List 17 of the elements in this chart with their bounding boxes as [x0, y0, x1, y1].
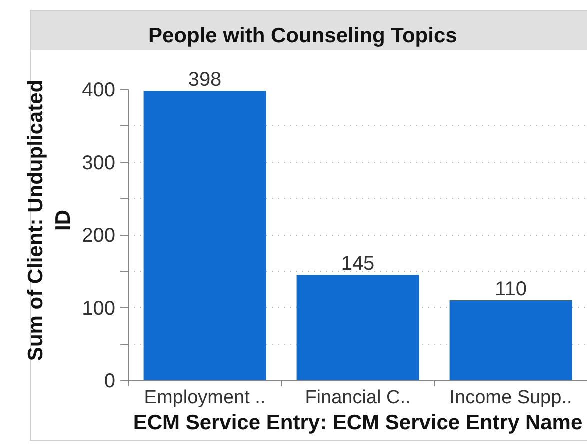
- x-tick-label: Income Supp..: [450, 388, 572, 408]
- bar: [450, 300, 572, 380]
- y-tick-label: 200: [82, 225, 116, 248]
- x-tick-label: Financial C..: [305, 388, 411, 408]
- y-tick-label: 300: [82, 152, 116, 174]
- x-tick-label: Employment ..: [144, 388, 266, 408]
- y-tick-label: 0: [104, 370, 116, 392]
- y-tick-label: 400: [82, 80, 116, 102]
- chart-title: People with Counseling Topics: [148, 24, 458, 48]
- data-label: 398: [188, 69, 222, 92]
- bar: [144, 91, 266, 380]
- x-axis-title: ECM Service Entry: ECM Service Entry Name: [133, 412, 583, 434]
- bar: [296, 275, 420, 380]
- y-axis-title: Sum of Client: Unduplicated ID: [24, 80, 76, 362]
- data-label: 145: [341, 253, 375, 276]
- y-tick-label: 100: [82, 298, 116, 320]
- data-label: 110: [495, 278, 527, 300]
